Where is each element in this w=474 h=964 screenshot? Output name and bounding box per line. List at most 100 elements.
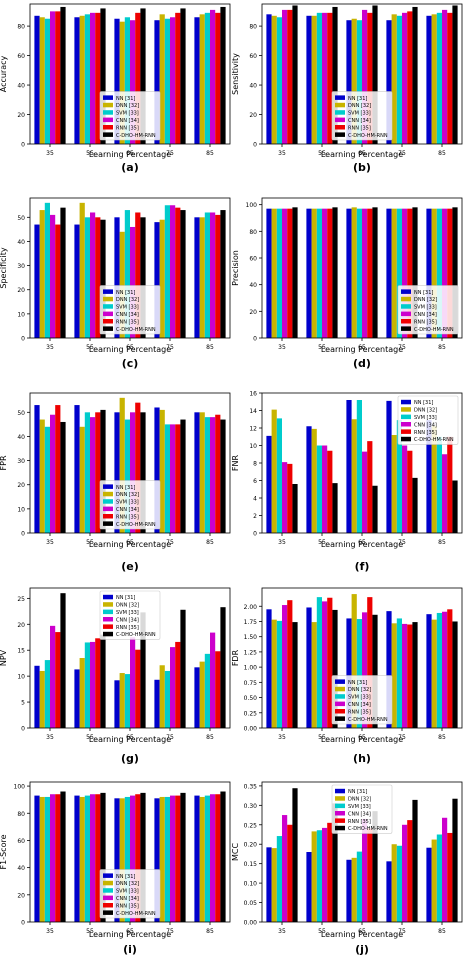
bar-rnn-35-85	[447, 208, 453, 338]
bar-svm-33-55	[316, 830, 322, 922]
bar-svm-33-85	[204, 795, 210, 922]
bar-nn-31-35	[266, 609, 272, 728]
legend-label: NN [31]	[116, 485, 135, 491]
y-tick-label: 10	[17, 674, 25, 681]
bar-cnn-34-55	[90, 641, 96, 728]
bar-nn-31-75	[386, 208, 392, 338]
legend-label: C-DHO-HM-RNN	[116, 133, 156, 139]
bar-rnn-35-35	[55, 11, 61, 144]
legend-swatch	[103, 521, 113, 526]
bar-cnn-34-65	[130, 637, 136, 728]
legend-label: SVM [33]	[116, 610, 139, 616]
bar-dnn-32-85	[199, 217, 205, 338]
y-tick-label: 0.35	[244, 783, 258, 790]
chart-panel-f: 0 2 4 6 8 10 12 14 16 35 55 65 75 85 Learning Percenta…	[231, 391, 463, 573]
x-tick-label: 75	[398, 539, 406, 546]
bar-nn-31-35	[34, 795, 40, 922]
bar-c-dho-hm-rnn-55	[100, 792, 106, 922]
bar-nn-31-65	[114, 412, 120, 533]
x-tick-label: 85	[438, 344, 446, 351]
bar-c-dho-hm-rnn-75	[180, 8, 186, 145]
legend-label: C-DHO-HM-RNN	[348, 717, 388, 723]
bar-nn-31-75	[154, 679, 160, 728]
y-tick-label: 0	[21, 336, 25, 343]
panel-label: (f)	[355, 560, 370, 573]
y-tick-label: 4	[253, 496, 257, 503]
legend-swatch	[103, 617, 113, 622]
bar-rnn-35-35	[55, 224, 61, 338]
bar-nn-31-85	[426, 208, 432, 338]
bar-c-dho-hm-rnn-75	[180, 419, 186, 533]
y-tick-label: 0.25	[244, 710, 258, 717]
bar-svm-33-65	[124, 17, 130, 145]
legend-label: RNN [35]	[116, 125, 139, 131]
x-axis-label: Learning Percentage	[321, 540, 403, 549]
y-tick-label: 40	[249, 83, 257, 90]
x-tick-label: 75	[398, 928, 406, 935]
bar-c-dho-hm-rnn-35	[60, 593, 66, 728]
legend-label: CNN [34]	[348, 118, 371, 124]
y-tick-label: 40	[17, 865, 25, 872]
bar-dnn-32-35	[39, 670, 45, 728]
bar-c-dho-hm-rnn-75	[412, 622, 418, 728]
bar-svm-33-85	[436, 612, 442, 728]
bar-svm-33-65	[356, 619, 362, 728]
y-tick-label: 1.75	[244, 619, 258, 626]
bar-c-dho-hm-rnn-35	[60, 6, 66, 144]
bar-dnn-32-85	[199, 412, 205, 533]
bar-dnn-32-55	[79, 658, 85, 728]
bar-nn-31-75	[386, 611, 392, 728]
chart-panel-b: 0 20 40 60 80 35 55 65 75 85 Learning Percentage Se…	[231, 3, 463, 174]
x-tick-label: 65	[126, 734, 134, 741]
bar-cnn-34-35	[282, 208, 288, 338]
legend-label: RNN [35]	[116, 319, 139, 325]
bar-svm-33-35	[44, 18, 50, 145]
legend-swatch	[103, 594, 113, 600]
legend-swatch	[401, 422, 411, 427]
x-tick-label: 75	[166, 539, 174, 546]
legend-label: RNN [35]	[116, 625, 139, 631]
bar-nn-31-75	[154, 222, 160, 338]
y-tick-label: 10	[249, 443, 257, 450]
bar-rnn-35-65	[367, 208, 373, 338]
legend-label: C-DHO-HM-RNN	[116, 911, 156, 917]
bar-nn-31-85	[194, 412, 200, 533]
legend-label: DNN [32]	[414, 408, 437, 414]
bar-svm-33-35	[44, 202, 50, 338]
legend-swatch	[401, 326, 411, 331]
x-axis-label: Learning Percentage	[321, 150, 403, 159]
bar-svm-33-85	[204, 417, 210, 533]
panel-label: (c)	[122, 357, 139, 370]
bar-rnn-35-65	[135, 649, 141, 728]
y-tick-label: 40	[249, 282, 257, 289]
bar-cnn-34-85	[442, 611, 448, 728]
legend-swatch	[335, 132, 345, 137]
legend: NN [31] DNN [32]SVM [33]CNN [34] RNN [35]C…	[397, 395, 459, 445]
x-tick-label: 75	[166, 928, 174, 935]
bar-cnn-34-85	[210, 9, 216, 144]
bar-dnn-32-85	[199, 14, 205, 144]
y-tick-label: 20	[249, 309, 257, 316]
legend-swatch	[335, 811, 345, 816]
legend-swatch	[103, 880, 113, 886]
bar-c-dho-hm-rnn-55	[332, 207, 338, 338]
plot-frame	[261, 392, 463, 534]
bar-c-dho-hm-rnn-85	[220, 791, 226, 922]
x-tick-label: 85	[438, 928, 446, 935]
bar-nn-31-55	[306, 607, 312, 728]
bar-cnn-34-35	[282, 605, 288, 728]
y-tick-label: 60	[17, 838, 25, 845]
y-tick-label: 60	[249, 53, 257, 60]
bar-dnn-32-85	[431, 14, 437, 144]
legend-label: SVM [33]	[414, 415, 437, 421]
plot-frame	[261, 781, 463, 923]
y-axis-label: Sensitivity	[231, 53, 240, 95]
bar-c-dho-hm-rnn-55	[100, 219, 106, 338]
legend-box	[397, 285, 459, 335]
x-axis-label: Learning Percentage	[321, 345, 403, 354]
x-axis-label: Learning Percentage	[89, 345, 171, 354]
bar-svm-33-75	[396, 618, 402, 728]
bar-cnn-34-35	[282, 462, 288, 533]
bar-c-dho-hm-rnn-35	[292, 5, 298, 145]
bar-svm-33-55	[316, 12, 322, 145]
